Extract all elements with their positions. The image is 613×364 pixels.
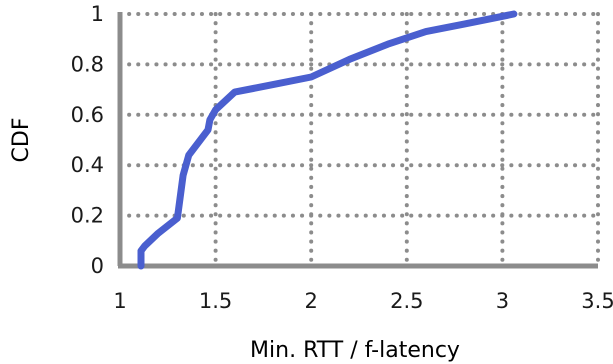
y-tick-labels: 0 0.2 0.4 0.6 0.8 1 — [71, 2, 104, 278]
x-tick-label: 2 — [305, 289, 318, 313]
x-axis-label: Min. RTT / f-latency — [250, 338, 460, 363]
x-tick-label: 1.5 — [199, 289, 232, 313]
x-tick-label: 1 — [113, 289, 126, 313]
y-tick-label: 0.6 — [71, 103, 104, 127]
series-group — [137, 10, 518, 270]
y-tick-label: 0.4 — [71, 153, 104, 177]
x-tick-labels: 1 1.5 2 2.5 3 3.5 — [113, 289, 613, 313]
y-tick-label: 0.8 — [71, 52, 104, 76]
x-tick-label: 3.5 — [581, 289, 613, 313]
y-axis-label: CDF — [9, 118, 34, 163]
axes — [117, 12, 598, 269]
x-tick-label: 2.5 — [390, 289, 423, 313]
grid-lines — [118, 12, 600, 268]
y-tick-label: 0.2 — [71, 204, 104, 228]
y-tick-label: 0 — [91, 254, 104, 278]
x-tick-label: 3 — [496, 289, 509, 313]
series-line-0 — [137, 10, 518, 270]
y-tick-label: 1 — [91, 2, 104, 26]
